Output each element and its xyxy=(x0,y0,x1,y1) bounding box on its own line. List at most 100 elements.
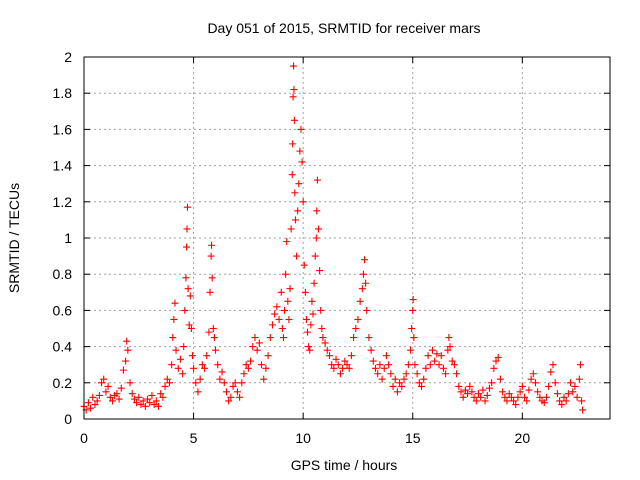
data-point xyxy=(567,379,575,387)
y-tick-label: 0.8 xyxy=(53,266,73,282)
data-point xyxy=(294,207,302,215)
y-tick-label: 0.4 xyxy=(53,339,73,355)
data-point xyxy=(573,393,581,401)
data-point xyxy=(409,296,417,304)
data-point xyxy=(457,388,465,396)
data-point xyxy=(165,379,173,387)
data-point xyxy=(307,321,315,329)
data-point xyxy=(564,390,572,398)
data-point xyxy=(464,390,472,398)
data-point xyxy=(382,352,390,360)
data-point xyxy=(231,379,239,387)
data-point xyxy=(398,382,406,390)
data-point xyxy=(306,346,314,354)
data-point xyxy=(206,288,214,296)
data-point xyxy=(302,315,310,323)
data-point xyxy=(385,361,393,369)
data-point xyxy=(102,388,110,396)
data-point xyxy=(461,386,469,394)
data-point xyxy=(253,346,261,354)
data-point xyxy=(343,361,351,369)
data-point xyxy=(571,382,579,390)
data-point xyxy=(172,346,180,354)
data-point xyxy=(310,279,318,287)
data-point xyxy=(317,306,325,314)
data-point xyxy=(271,310,279,318)
data-point xyxy=(518,382,526,390)
data-point xyxy=(391,375,399,383)
data-point xyxy=(207,252,215,260)
data-point xyxy=(212,346,219,354)
data-point xyxy=(297,125,305,133)
data-point xyxy=(229,382,237,390)
data-point xyxy=(361,256,369,264)
data-point xyxy=(181,306,189,314)
data-point xyxy=(128,390,136,398)
data-point xyxy=(133,399,141,407)
data-point xyxy=(113,390,121,398)
data-point xyxy=(283,238,291,246)
data-point xyxy=(157,390,165,398)
data-point xyxy=(411,361,419,369)
data-point xyxy=(503,397,511,405)
data-point xyxy=(171,299,179,307)
data-point xyxy=(527,375,535,383)
data-point xyxy=(137,401,145,409)
data-point xyxy=(313,207,321,215)
data-point xyxy=(424,352,432,360)
data-point xyxy=(374,370,382,378)
data-point xyxy=(108,397,116,405)
data-point xyxy=(492,357,500,365)
data-point xyxy=(244,364,252,372)
data-point xyxy=(345,364,353,372)
data-point xyxy=(126,379,134,387)
data-point xyxy=(155,402,163,410)
data-point xyxy=(187,325,195,332)
data-point xyxy=(448,357,456,365)
data-point xyxy=(396,379,404,387)
data-point xyxy=(293,252,301,260)
data-point xyxy=(258,361,266,369)
data-point xyxy=(182,274,190,282)
data-point xyxy=(536,393,544,401)
data-point xyxy=(205,328,213,336)
data-point xyxy=(194,388,202,396)
data-point xyxy=(496,375,504,383)
data-point xyxy=(117,384,125,392)
data-point xyxy=(387,370,395,378)
data-point xyxy=(542,393,550,401)
data-point xyxy=(523,397,531,405)
data-point xyxy=(402,370,410,378)
data-point xyxy=(152,397,160,405)
data-point xyxy=(290,116,298,124)
y-tick-label: 1.2 xyxy=(53,194,73,210)
data-point xyxy=(415,379,423,387)
data-point xyxy=(275,315,283,323)
data-point xyxy=(260,375,268,383)
data-point xyxy=(277,288,285,296)
data-point xyxy=(233,388,241,396)
data-point xyxy=(341,357,349,365)
data-point xyxy=(459,393,467,401)
data-point xyxy=(472,397,480,405)
data-point xyxy=(295,180,303,188)
data-point xyxy=(468,388,476,396)
data-point xyxy=(278,325,286,332)
data-point xyxy=(325,352,333,360)
data-point xyxy=(185,321,193,329)
data-point xyxy=(130,395,138,403)
data-point xyxy=(336,370,344,378)
data-point xyxy=(488,379,496,387)
data-point xyxy=(169,334,177,342)
data-point xyxy=(328,361,336,369)
data-point xyxy=(578,397,586,405)
data-point xyxy=(163,375,171,383)
data-point xyxy=(186,292,194,300)
data-point xyxy=(409,306,417,314)
data-point xyxy=(521,393,529,401)
data-point xyxy=(91,401,99,409)
data-point xyxy=(347,352,355,360)
data-point xyxy=(514,393,522,401)
data-point xyxy=(95,391,103,399)
data-point xyxy=(437,352,445,360)
